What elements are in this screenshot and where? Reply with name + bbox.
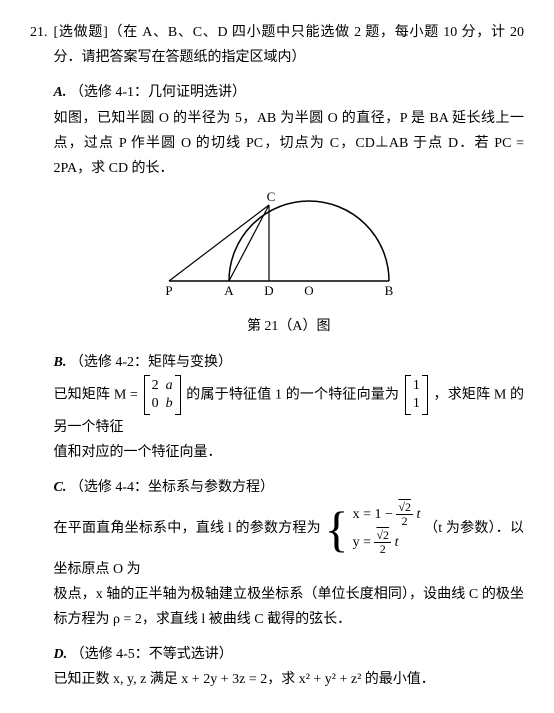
- part-b-label: B.: [54, 355, 67, 370]
- part-d: D. （选修 4-5：不等式选讲） 已知正数 x, y, z 满足 x + 2y…: [54, 642, 525, 692]
- part-b: B. （选修 4-2：矩阵与变换） 已知矩阵 M = 2 a 0 b 的属于特征…: [54, 350, 525, 466]
- label-D: D: [264, 283, 273, 298]
- part-a: A. （选修 4-1：几何证明选讲） 如图，已知半圆 O 的半径为 5，AB 为…: [54, 80, 525, 339]
- part-c-line2: 极点，x 轴的正半轴为极轴建立极坐标系（单位长度相同），设曲线 C 的极坐标方程…: [54, 582, 525, 632]
- eq2-suf: t: [395, 535, 399, 550]
- part-a-title: （选修 4-1：几何证明选讲）: [70, 85, 246, 100]
- eq1-num: √2: [398, 500, 411, 514]
- eq2-num: √2: [376, 528, 389, 542]
- eq1-den: 2: [396, 515, 413, 528]
- label-A: A: [224, 283, 234, 298]
- part-c-label: C.: [54, 480, 67, 495]
- part-c-title: （选修 4-4：坐标系与参数方程）: [70, 480, 274, 495]
- part-d-label: D.: [54, 647, 68, 662]
- matrix-v: 1 1: [405, 375, 428, 415]
- v1: 1: [413, 395, 420, 413]
- param-system: { x = 1 − √22 t y = √22 t: [325, 501, 421, 557]
- matrix-M: 2 a 0 b: [144, 375, 181, 415]
- part-d-title: （选修 4-5：不等式选讲）: [71, 647, 233, 662]
- part-c: C. （选修 4-4：坐标系与参数方程） 在平面直角坐标系中，直线 l 的参数方…: [54, 475, 525, 632]
- label-P: P: [165, 283, 172, 298]
- part-a-label: A.: [54, 85, 67, 100]
- label-C: C: [266, 191, 275, 204]
- part-b-text2: 的属于特征值 1 的一个特征向量为: [186, 387, 399, 402]
- question-number: 21.: [30, 20, 48, 693]
- part-b-line2: 值和对应的一个特征向量．: [54, 440, 525, 465]
- part-d-text: 已知正数 x, y, z 满足 x + 2y + 3z = 2，求 x² + y…: [54, 667, 525, 692]
- eq2-lhs: y =: [353, 535, 371, 550]
- part-a-text: 如图，已知半圆 O 的半径为 5，AB 为半圆 O 的直径，P 是 BA 延长线…: [54, 106, 525, 182]
- part-c-text1: 在平面直角坐标系中，直线 l 的参数方程为: [54, 521, 321, 536]
- eq2-den: 2: [374, 543, 391, 556]
- eq1-suf: t: [416, 507, 420, 522]
- part-b-title: （选修 4-2：矩阵与变换）: [70, 355, 232, 370]
- header-instruction: [选做题]（在 A、B、C、D 四小题中只能选做 2 题，每小题 10 分，计 …: [54, 20, 525, 70]
- m11: b: [166, 396, 173, 411]
- m10: 0: [152, 396, 159, 411]
- m00: 2: [152, 378, 159, 393]
- label-B: B: [384, 283, 393, 298]
- m01: a: [166, 378, 173, 393]
- figure-a: P A D O B C 第 21（A）图: [54, 191, 525, 339]
- label-O: O: [304, 283, 313, 298]
- part-b-text1: 已知矩阵 M =: [54, 387, 138, 402]
- v0: 1: [413, 377, 420, 395]
- figure-a-caption: 第 21（A）图: [54, 314, 525, 339]
- eq1-lhs: x = 1 −: [353, 507, 393, 522]
